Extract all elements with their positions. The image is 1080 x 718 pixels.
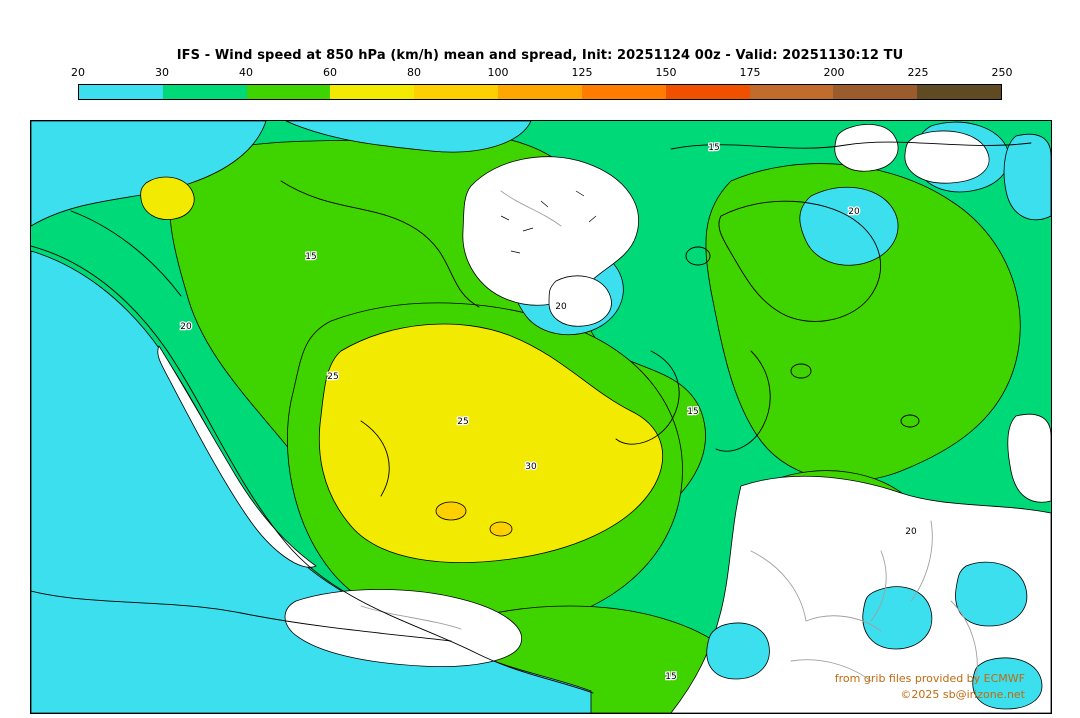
colorbar-tick: 175 [739,66,761,79]
weather-map-svg: 15 20 15 20 25 30 20 25 15 20 15 [31,121,1051,713]
colorbar-tick: 80 [407,66,421,79]
contour-lines [31,141,1032,694]
cyan-on-white-regions [706,561,1043,710]
colorbar-tick: 200 [823,66,845,79]
contour-labels-group: 15 20 15 20 25 30 20 25 15 20 15 [179,142,918,683]
colorbar-tick: 60 [323,66,337,79]
attribution: from grib files provided by ECMWF ©2025 … [835,671,1025,703]
contour-label: 15 [305,252,316,262]
colorbar-segment [330,85,415,99]
contour-label: 15 [708,143,719,153]
contour-label: 25 [327,372,338,382]
colorbar-tick: 250 [991,66,1013,79]
colorbar-segment [79,85,163,99]
attribution-source: from grib files provided by ECMWF [834,672,1025,685]
colorbar [78,84,1002,100]
colorbar-tick: 100 [487,66,509,79]
colorbar-tick: 225 [907,66,929,79]
contour-label: 20 [180,322,192,332]
contour-label: 30 [525,462,537,472]
colorbar-segment [162,85,247,99]
yellow-regions [140,176,664,563]
contour-label: 20 [848,207,860,217]
page-title: IFS - Wind speed at 850 hPa (km/h) mean … [176,48,904,63]
attribution-copyright: ©2025 sb@irizone.net [900,688,1025,701]
map-area: 15 20 15 20 25 30 20 25 15 20 15 from gr… [30,120,1052,714]
colorbar-segment [414,85,499,99]
colorbar-tick: 40 [239,66,253,79]
colorbar-tick: 20 [71,66,85,79]
contour-label: 25 [457,417,468,427]
colorbar-tick: 125 [571,66,593,79]
colorbar-segment [749,85,834,99]
colorbar-tick: 30 [155,66,169,79]
country-border-lines [360,190,978,682]
colorbar-segment [581,85,666,99]
colorbar-ticks: 20 30 40 60 80 100 125 150 175 200 225 250 [71,66,1013,82]
colorbar-segment [498,85,582,99]
colorbar-wrapper: 20 30 40 60 80 100 125 150 175 200 225 250 [71,66,1013,100]
colorbar-segment [246,85,331,99]
contour-label: 20 [555,302,567,312]
contour-label: 15 [687,407,698,417]
colorbar-segment [917,85,1001,99]
colorbar-segment [833,85,918,99]
colorbar-segment [665,85,750,99]
contour-label: 15 [665,672,676,682]
colorbar-tick: 150 [655,66,677,79]
contour-label: 20 [905,527,917,537]
